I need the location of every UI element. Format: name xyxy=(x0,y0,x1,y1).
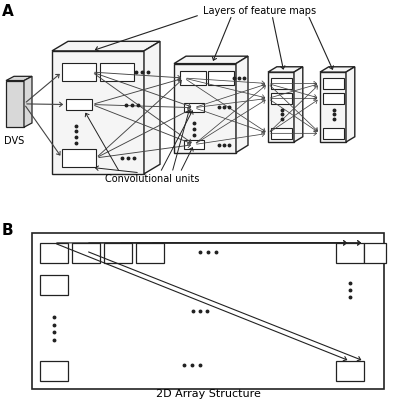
Polygon shape xyxy=(236,56,248,153)
Bar xyxy=(323,128,344,139)
Polygon shape xyxy=(294,67,303,142)
Bar xyxy=(323,78,344,89)
Bar xyxy=(336,361,364,381)
Bar xyxy=(320,72,346,142)
Bar xyxy=(40,361,68,381)
Bar xyxy=(271,128,292,139)
Bar xyxy=(180,71,206,85)
Bar xyxy=(6,80,24,127)
Text: A: A xyxy=(2,4,14,19)
Bar xyxy=(104,243,132,263)
Bar xyxy=(323,93,344,104)
Polygon shape xyxy=(174,56,248,64)
Bar xyxy=(136,243,164,263)
Text: B: B xyxy=(2,223,14,238)
Bar xyxy=(184,140,204,150)
Bar xyxy=(336,243,364,263)
Text: 2D Array Structure: 2D Array Structure xyxy=(156,389,260,399)
Bar xyxy=(268,72,294,142)
Bar xyxy=(40,275,68,295)
Bar xyxy=(174,64,236,153)
Bar xyxy=(52,51,144,174)
Bar xyxy=(271,78,292,89)
Bar xyxy=(271,93,292,104)
Bar xyxy=(100,62,134,80)
Bar xyxy=(66,98,92,110)
Polygon shape xyxy=(52,41,160,51)
Bar xyxy=(72,243,100,263)
Polygon shape xyxy=(144,41,160,174)
Bar xyxy=(40,243,68,263)
Bar xyxy=(32,234,384,389)
Text: Convolutional units: Convolutional units xyxy=(105,174,199,184)
Bar xyxy=(184,103,204,112)
Bar xyxy=(364,243,386,263)
Polygon shape xyxy=(24,76,32,127)
Polygon shape xyxy=(346,67,355,142)
Text: Layers of feature maps: Layers of feature maps xyxy=(204,6,316,16)
Bar xyxy=(62,62,96,80)
Bar xyxy=(208,71,234,85)
Polygon shape xyxy=(6,76,32,80)
Text: DVS: DVS xyxy=(4,136,24,146)
Polygon shape xyxy=(268,67,303,72)
Bar xyxy=(62,150,96,168)
Polygon shape xyxy=(320,67,355,72)
